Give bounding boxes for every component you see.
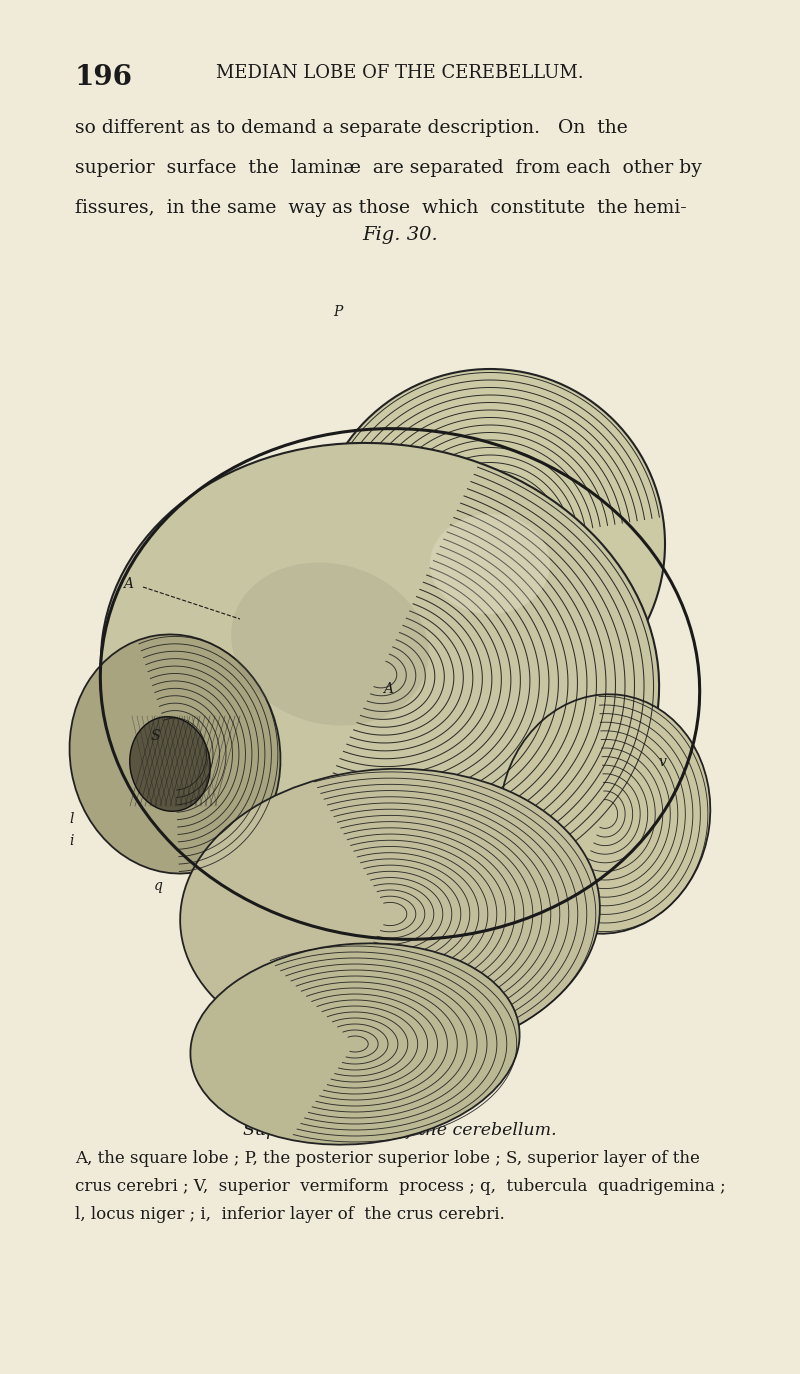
Text: A: A [383, 682, 393, 697]
Text: Fig. 30.: Fig. 30. [362, 225, 438, 245]
Ellipse shape [70, 635, 281, 874]
Text: P: P [334, 305, 342, 319]
Text: i: i [70, 834, 74, 848]
Text: crus cerebri ; V,  superior  vermiform  process ; q,  tubercula  quadrigemina ;: crus cerebri ; V, superior vermiform pro… [75, 1178, 726, 1195]
Ellipse shape [190, 944, 520, 1145]
Ellipse shape [101, 442, 659, 905]
Text: superior  surface  the  laminæ  are separated  from each  other by: superior surface the laminæ are separate… [75, 159, 702, 177]
Ellipse shape [180, 769, 600, 1059]
Text: A, the square lobe ; P, the posterior superior lobe ; S, superior layer of the: A, the square lobe ; P, the posterior su… [75, 1150, 700, 1167]
Ellipse shape [430, 514, 550, 614]
Text: S: S [150, 730, 160, 743]
Text: q: q [154, 879, 162, 893]
Text: l: l [70, 812, 74, 826]
Text: v: v [658, 754, 666, 769]
Text: so different as to demand a separate description.   On  the: so different as to demand a separate des… [75, 120, 628, 137]
Ellipse shape [315, 370, 665, 719]
Text: l, locus niger ; i,  inferior layer of  the crus cerebri.: l, locus niger ; i, inferior layer of th… [75, 1206, 505, 1223]
Ellipse shape [500, 694, 710, 934]
Text: A: A [123, 577, 133, 591]
Ellipse shape [130, 717, 210, 811]
Text: fissures,  in the same  way as those  which  constitute  the hemi-: fissures, in the same way as those which… [75, 199, 686, 217]
Text: 196: 196 [75, 65, 133, 91]
Text: MEDIAN LOBE OF THE CEREBELLUM.: MEDIAN LOBE OF THE CEREBELLUM. [216, 65, 584, 82]
Ellipse shape [231, 562, 429, 725]
Text: Superior surface of the cerebellum.: Superior surface of the cerebellum. [243, 1123, 557, 1139]
